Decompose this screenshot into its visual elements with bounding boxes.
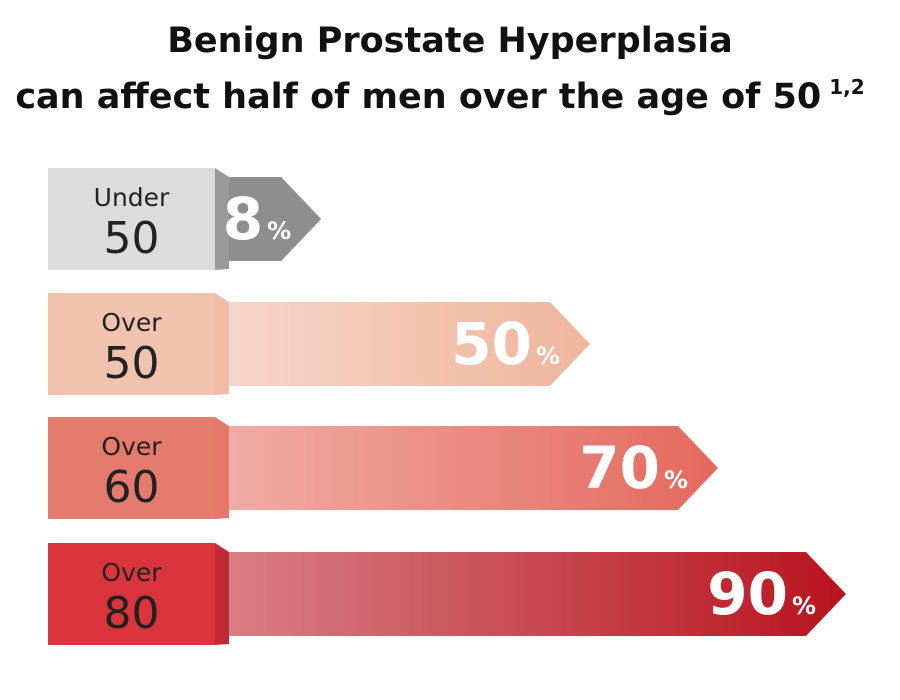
- title-line: can affect half of men over the age of 5…: [15, 77, 821, 117]
- category-label: Under: [94, 183, 170, 212]
- value-unit: %: [267, 217, 291, 245]
- value-label: 70%: [579, 434, 688, 502]
- value-label: 90%: [707, 560, 816, 628]
- category-label: 80: [104, 588, 160, 639]
- chart-title: Benign Prostate Hyperplasia: [167, 21, 733, 61]
- value-unit: %: [664, 466, 688, 494]
- category-label: 50: [104, 213, 160, 264]
- category-label: 50: [104, 338, 160, 389]
- category-box: [48, 417, 215, 519]
- category-label: Over: [101, 558, 162, 587]
- chart-title: can affect half of men over the age of 5…: [15, 75, 864, 117]
- value-unit: %: [536, 342, 560, 370]
- category-label: Over: [101, 432, 162, 461]
- bar-fold: [215, 293, 229, 395]
- bar: [229, 177, 322, 261]
- bar: [229, 302, 590, 386]
- bar-fold: [215, 168, 229, 270]
- category-label: Over: [101, 308, 162, 337]
- title-superscript: 1,2: [829, 75, 864, 99]
- bar-fold: [215, 543, 229, 645]
- value-number: 8: [223, 185, 263, 253]
- bar: [229, 552, 846, 636]
- category-box: [48, 168, 215, 270]
- category-box: [48, 293, 215, 395]
- value-number: 90: [707, 560, 788, 628]
- value-number: 50: [451, 310, 532, 378]
- value-label: 8%: [223, 185, 291, 253]
- value-unit: %: [792, 592, 816, 620]
- category-box: [48, 543, 215, 645]
- value-number: 70: [579, 434, 660, 502]
- value-label: 50%: [451, 310, 560, 378]
- bar-fold: [215, 417, 229, 519]
- category-label: 60: [104, 462, 160, 513]
- bar: [229, 426, 718, 510]
